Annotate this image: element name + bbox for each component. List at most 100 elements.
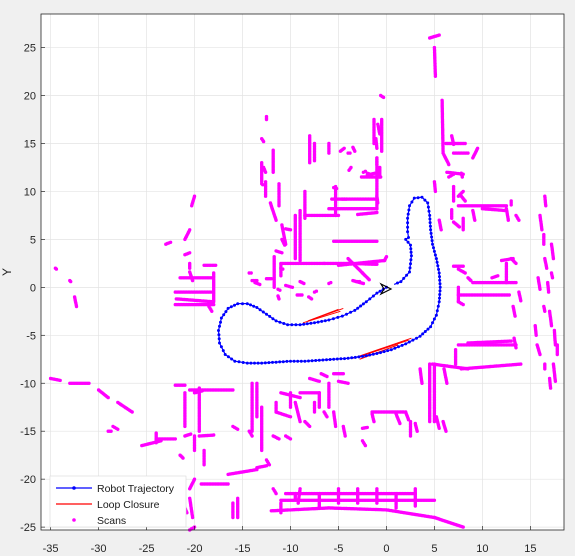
trajectory-point — [404, 342, 408, 346]
trajectory-point — [320, 319, 324, 323]
scan-point — [236, 427, 240, 431]
trajectory-point — [396, 281, 399, 285]
trajectory-point — [405, 273, 409, 277]
legend-box — [49, 475, 187, 528]
trajectory-point — [435, 260, 439, 264]
scan-point — [288, 415, 293, 419]
trajectory-point — [359, 304, 363, 308]
scan-point — [375, 146, 379, 150]
scan-point — [302, 281, 306, 286]
scan-point — [189, 432, 193, 436]
scan-point — [538, 287, 542, 291]
trajectory-point — [408, 204, 411, 208]
x-tick-label: -20 — [187, 543, 203, 555]
scan-point — [555, 352, 559, 357]
trajectory-point — [428, 221, 432, 225]
scan-point — [261, 139, 266, 144]
scan-point — [249, 271, 253, 275]
scan-point — [550, 276, 555, 280]
scan-point — [192, 194, 197, 198]
trajectory-point — [428, 213, 432, 217]
current-pose-arrow-icon — [379, 282, 393, 296]
scan-point — [519, 299, 523, 303]
trajectory-point — [339, 357, 343, 361]
scan-point — [231, 515, 235, 520]
scan-point — [317, 405, 321, 409]
scan-point — [212, 302, 216, 307]
trajectory-point — [290, 323, 294, 327]
scan-point — [376, 201, 380, 205]
trajectory-point — [409, 258, 413, 262]
trajectory-point — [265, 312, 268, 316]
trajectory-point — [409, 262, 412, 266]
scan-point — [544, 204, 548, 208]
trajectory-point — [310, 359, 314, 363]
scan-point — [348, 151, 352, 155]
scan-point — [272, 285, 276, 289]
scan-point — [551, 256, 556, 261]
trajectory-layer — [217, 195, 442, 365]
x-tick-label: -5 — [334, 543, 344, 555]
trajectory-point — [371, 352, 375, 356]
scan-point — [432, 498, 437, 502]
trajectory-point — [223, 353, 227, 356]
trajectory-point — [278, 360, 282, 364]
y-tick-label: 20 — [24, 91, 36, 103]
trajectory-point — [434, 257, 438, 261]
scan-point — [444, 429, 448, 433]
trajectory-point — [249, 361, 253, 365]
scan-point — [461, 264, 465, 268]
scan-point — [450, 134, 454, 138]
trajectory-point — [328, 358, 332, 361]
scan-point — [202, 463, 206, 467]
scan-point — [333, 424, 338, 429]
scan-point — [288, 437, 293, 441]
trajectory-point — [407, 208, 411, 212]
scan-point — [281, 267, 285, 271]
trajectory-point — [335, 357, 339, 361]
scan-point — [290, 285, 295, 289]
current-pose — [379, 282, 393, 296]
trajectory-point — [407, 236, 410, 239]
trajectory-point — [437, 267, 440, 271]
trajectory-point — [411, 338, 415, 342]
trajectory-point — [219, 316, 223, 320]
scan-point — [543, 367, 547, 371]
scan-point — [173, 437, 177, 441]
scan-point — [549, 324, 554, 328]
trajectory-point — [292, 359, 296, 363]
trajectory-point — [314, 359, 318, 362]
scan-point — [509, 203, 513, 207]
trajectory-point — [404, 237, 408, 241]
y-tick-label: -10 — [20, 378, 36, 390]
scan-point — [346, 381, 350, 385]
scan-point — [349, 165, 353, 170]
scan-point — [226, 482, 230, 486]
scan-point — [538, 352, 542, 357]
scan-point — [329, 280, 333, 285]
scan-point — [378, 175, 382, 179]
trajectory-point — [296, 359, 300, 363]
trajectory-point — [325, 358, 328, 362]
trajectory-point — [349, 310, 353, 314]
trajectory-point — [307, 359, 310, 363]
scan-point — [343, 434, 347, 438]
x-tick-label: -10 — [283, 543, 299, 555]
trajectory-point — [428, 217, 432, 221]
trajectory-point — [402, 276, 406, 280]
trajectory-point — [432, 246, 435, 250]
trajectory-point — [256, 361, 260, 365]
scan-point — [517, 218, 521, 222]
x-tick-label: 0 — [383, 543, 389, 555]
scan-point — [130, 410, 134, 414]
scan-point — [466, 151, 470, 155]
trajectory-point — [423, 198, 427, 202]
trajectory-point — [217, 333, 221, 337]
trajectory-point — [430, 235, 434, 239]
scan-point — [211, 300, 215, 304]
trajectory-point — [218, 324, 221, 328]
trajectory-point — [361, 302, 365, 306]
scan-point — [308, 161, 312, 165]
scan-point — [548, 386, 553, 390]
trajectory-point — [409, 247, 413, 251]
